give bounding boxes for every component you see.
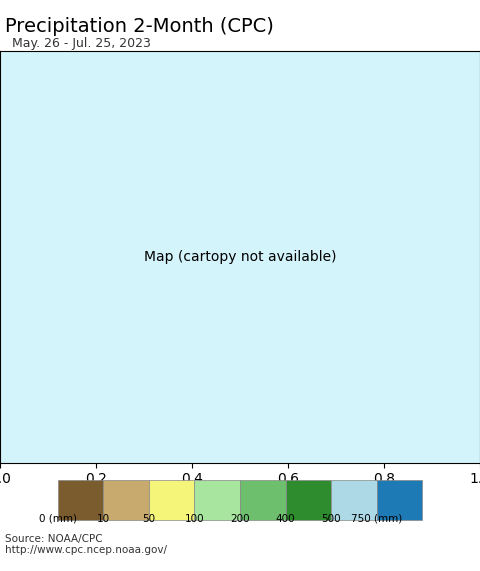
Bar	[377, 480, 422, 520]
Bar	[58, 480, 103, 520]
Bar	[286, 480, 331, 520]
Text: 50: 50	[142, 514, 156, 524]
Text: Map (cartopy not available): Map (cartopy not available)	[144, 250, 336, 264]
Text: Precipitation 2-Month (CPC): Precipitation 2-Month (CPC)	[5, 17, 274, 36]
Text: May. 26 - Jul. 25, 2023: May. 26 - Jul. 25, 2023	[12, 37, 151, 50]
Text: 500: 500	[322, 514, 341, 524]
Text: 0 (mm): 0 (mm)	[38, 514, 77, 524]
Bar	[149, 480, 194, 520]
Text: 200: 200	[230, 514, 250, 524]
Bar	[103, 480, 149, 520]
Bar	[240, 480, 286, 520]
Text: 400: 400	[276, 514, 295, 524]
Bar	[331, 480, 377, 520]
Bar	[194, 480, 240, 520]
Text: Source: NOAA/CPC
http://www.cpc.ncep.noaa.gov/: Source: NOAA/CPC http://www.cpc.ncep.noa…	[5, 534, 167, 556]
Text: 750 (mm): 750 (mm)	[351, 514, 402, 524]
Text: 10: 10	[96, 514, 110, 524]
Text: 100: 100	[185, 514, 204, 524]
